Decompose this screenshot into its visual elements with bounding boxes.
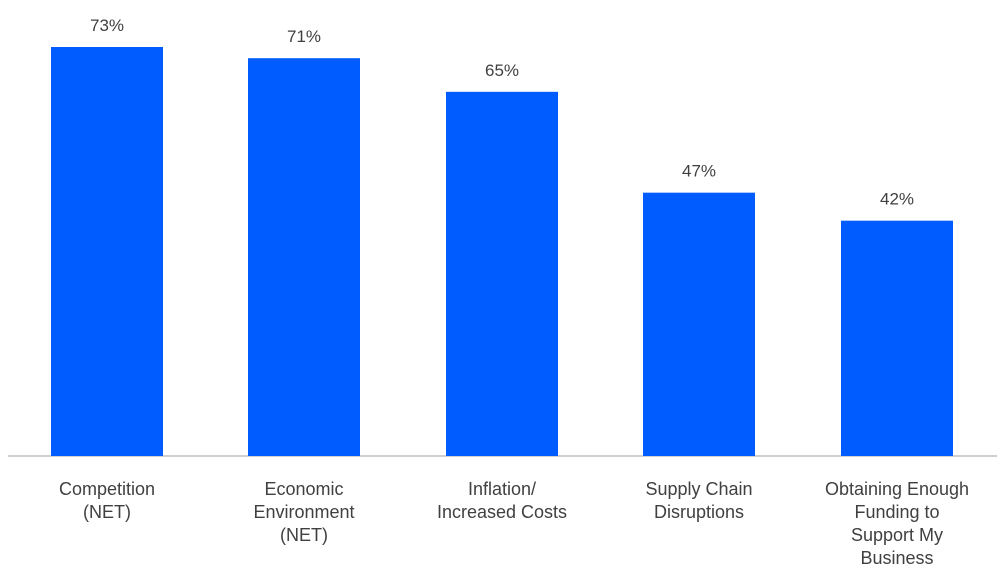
category-label-5-line-1: Obtaining Enough (825, 479, 969, 499)
category-label-5-line-3: Support My (851, 525, 943, 545)
category-label-4-line-1: Supply Chain (645, 479, 752, 499)
value-label-4: 47% (682, 162, 716, 181)
category-label-1-line-1: Competition (59, 479, 155, 499)
value-label-1: 73% (90, 16, 124, 35)
category-label-2-line-3: (NET) (280, 525, 328, 545)
category-label-5-line-4: Business (860, 548, 933, 568)
category-label-3-line-1: Inflation/ (468, 479, 536, 499)
category-label-1-line-2: (NET) (83, 502, 131, 522)
bar-1 (51, 47, 163, 456)
category-label-5-line-2: Funding to (854, 502, 939, 522)
category-label-3-line-2: Increased Costs (437, 502, 567, 522)
bar-2 (248, 58, 360, 457)
value-label-2: 71% (287, 27, 321, 46)
bar-5 (841, 220, 953, 456)
category-label-4-line-2: Disruptions (654, 502, 744, 522)
bar-3 (446, 91, 558, 457)
category-label-2-line-1: Economic (264, 479, 343, 499)
value-label-3: 65% (485, 61, 519, 80)
value-label-5: 42% (880, 190, 914, 209)
bar-4 (643, 192, 755, 456)
category-label-2-line-2: Environment (253, 502, 354, 522)
